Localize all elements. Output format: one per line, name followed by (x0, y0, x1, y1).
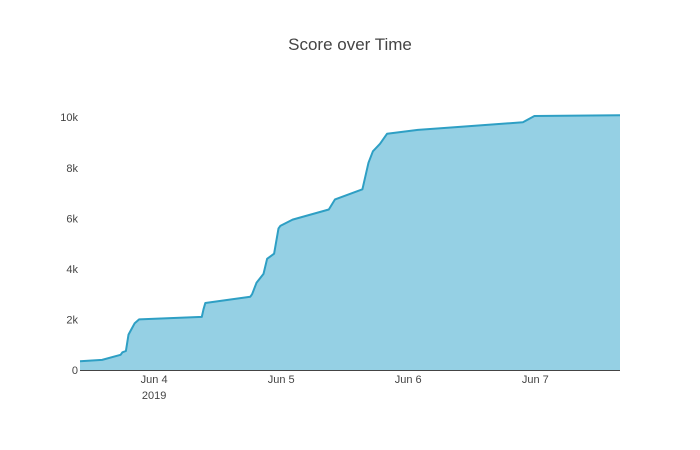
y-tick-label: 10k (60, 112, 78, 124)
chart-title: Score over Time (288, 35, 412, 54)
y-tick-label: 4k (66, 264, 78, 276)
x-tick-label: Jun 4 (141, 374, 168, 386)
x-axis: Jun 4 2019 Jun 5 Jun 6 Jun 7 (80, 370, 620, 402)
x-tick-sublabel: 2019 (142, 390, 166, 402)
y-axis: 0 2k 4k 6k 8k 10k (60, 112, 78, 377)
series-line (79, 114, 621, 363)
plot-area (79, 114, 621, 370)
y-tick-label: 6k (66, 213, 78, 225)
y-tick-label: 2k (66, 314, 78, 326)
x-tick-label: Jun 7 (522, 374, 549, 386)
area-fill (80, 115, 620, 370)
x-tick-label: Jun 5 (268, 374, 295, 386)
x-tick-label: Jun 6 (395, 374, 422, 386)
y-tick-label: 0 (72, 365, 78, 377)
y-tick-label: 8k (66, 163, 78, 175)
